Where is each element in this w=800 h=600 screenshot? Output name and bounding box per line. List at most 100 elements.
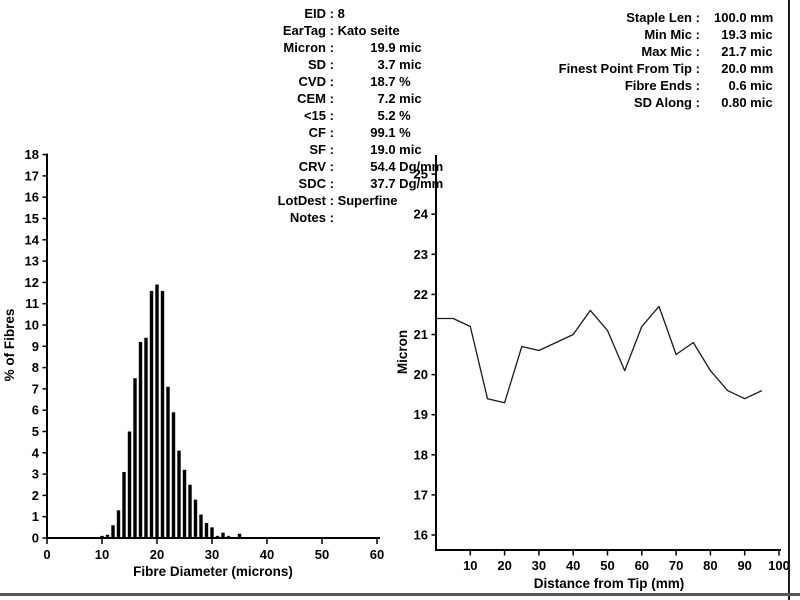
stat-row: SF : 19.0 mic xyxy=(150,141,460,158)
stat-value-number: 20.0 xyxy=(721,61,747,76)
stat-value-unit: mm xyxy=(746,61,774,76)
stat-label: CRV xyxy=(298,159,326,174)
stat-row: Min Mic : 19.3 mic xyxy=(478,26,798,43)
hist-y-tick-label: 12 xyxy=(25,275,39,290)
line-y-tick-label: 17 xyxy=(414,487,428,502)
histogram-bar xyxy=(133,378,137,538)
line-x-tick-label: 10 xyxy=(463,558,477,573)
line-x-tick-label: 90 xyxy=(737,558,751,573)
stat-colon: : xyxy=(692,44,704,59)
hist-y-tick-label: 2 xyxy=(32,488,39,503)
hist-x-tick-label: 50 xyxy=(315,547,329,562)
stat-row: Micron : 19.9 mic xyxy=(150,39,460,56)
histogram-bar xyxy=(149,290,154,538)
hist-y-tick-label: 11 xyxy=(25,296,39,311)
stat-value-number: 99.1 xyxy=(370,125,396,140)
histogram-bar xyxy=(155,284,159,538)
stat-label: Micron xyxy=(283,40,326,55)
histogram-bar xyxy=(138,342,143,538)
line-x-tick-label: 20 xyxy=(497,558,511,573)
line-x-tick-label: 30 xyxy=(532,558,546,573)
line-x-tick-label: 70 xyxy=(669,558,683,573)
stat-colon: : xyxy=(692,78,704,93)
stat-value-number: 19.3 xyxy=(721,27,747,42)
line-y-tick-label: 18 xyxy=(414,447,428,462)
stat-row: CEM : 7.2 mic xyxy=(150,90,460,107)
histogram-bar xyxy=(105,534,110,538)
stat-label: SF xyxy=(309,142,326,157)
line-y-tick-label: 19 xyxy=(414,407,428,422)
page-bottom-border xyxy=(0,593,800,596)
sample-stats-block: EID : 8 EarTag : Kato seite Micron : 19.9 … xyxy=(150,5,460,226)
stat-colon: : xyxy=(326,159,338,174)
histogram-bar xyxy=(116,510,121,538)
hist-y-tick-label: 1 xyxy=(32,509,39,524)
stat-label: SD xyxy=(307,57,326,72)
stat-label: EID xyxy=(304,6,326,21)
hist-y-tick-label: 14 xyxy=(25,232,40,247)
line-y-tick-label: 22 xyxy=(414,287,428,302)
histogram-bar xyxy=(122,471,126,538)
stat-value-number: 21.7 xyxy=(721,44,747,59)
micron-profile-line xyxy=(436,305,763,404)
histogram-bar xyxy=(232,536,236,538)
stat-value-number: 3.7 xyxy=(377,57,396,72)
stat-value-number: 5.2 xyxy=(377,108,396,123)
histogram-bar xyxy=(204,523,209,538)
hist-y-tick-label: 6 xyxy=(32,403,39,418)
stat-colon: : xyxy=(326,40,338,55)
stat-label: Max Mic xyxy=(641,44,692,59)
line-x-tick-label: 100 xyxy=(768,558,790,573)
stat-colon: : xyxy=(326,125,338,140)
stat-value-unit: mic xyxy=(746,27,773,42)
hist-y-tick-label: 18 xyxy=(25,147,39,162)
hist-x-tick-label: 40 xyxy=(260,547,274,562)
hist-y-tick-label: 15 xyxy=(25,211,39,226)
hist-y-tick-label: 17 xyxy=(25,168,39,183)
stat-value-number: 7.2 xyxy=(377,91,396,106)
stat-value-unit: mm xyxy=(746,10,774,25)
stat-label: Notes xyxy=(289,210,326,225)
stat-value-unit: mic xyxy=(395,91,422,106)
line-x-tick-label: 50 xyxy=(600,558,614,573)
stat-row: Fibre Ends : 0.6 mic xyxy=(478,77,798,94)
histogram-bar xyxy=(182,469,187,538)
stat-colon: : xyxy=(326,74,338,89)
hist-x-axis-title: Fibre Diameter (microns) xyxy=(133,564,293,579)
stat-colon: : xyxy=(692,27,704,42)
stat-colon: : xyxy=(326,6,338,21)
line-y-tick-label: 21 xyxy=(414,327,428,342)
hist-y-tick-label: 13 xyxy=(25,254,39,269)
line-y-tick-label: 20 xyxy=(414,367,428,382)
histogram-bar xyxy=(210,527,214,538)
stat-value-unit: mic xyxy=(395,142,422,157)
stat-label: Staple Len xyxy=(626,10,692,25)
stat-value-unit: Dg/mm xyxy=(395,159,444,174)
hist-y-tick-label: 3 xyxy=(32,467,39,482)
stat-value-unit: % xyxy=(395,125,411,140)
line-y-axis-title: Micron xyxy=(395,330,410,374)
stat-row: SD : 3.7 mic xyxy=(150,56,460,73)
stat-row: <15 : 5.2 % xyxy=(150,107,460,124)
histogram-bar xyxy=(221,532,225,538)
stat-colon: : xyxy=(326,193,338,208)
histogram-bar xyxy=(111,525,115,538)
stat-value: Kato seite xyxy=(337,23,400,38)
stat-colon: : xyxy=(326,176,338,191)
stat-label: Fibre Ends xyxy=(624,78,692,93)
stat-row: CVD : 18.7 % xyxy=(150,73,460,90)
histogram-bar xyxy=(188,484,192,538)
histogram-bar xyxy=(226,535,231,538)
line-y-tick-label: 25 xyxy=(414,167,428,182)
stat-value-number: 54.4 xyxy=(370,159,396,174)
histogram-bar xyxy=(193,499,198,538)
stat-label: SDC xyxy=(298,176,326,191)
stat-label: SD Along xyxy=(633,95,692,110)
stat-colon: : xyxy=(692,61,704,76)
stat-value-unit: mic xyxy=(395,57,422,72)
line-y-tick-label: 23 xyxy=(414,247,428,262)
stat-label: Min Mic xyxy=(644,27,692,42)
stat-label: EarTag xyxy=(282,23,326,38)
stat-label: LotDest xyxy=(277,193,326,208)
